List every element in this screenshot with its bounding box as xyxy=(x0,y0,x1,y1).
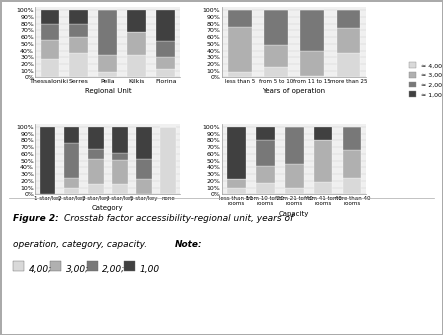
Bar xyxy=(40,23,59,41)
Bar xyxy=(70,10,88,23)
Bar xyxy=(337,53,360,77)
Bar xyxy=(228,72,252,77)
Bar xyxy=(128,31,146,55)
Text: 2,00;: 2,00; xyxy=(102,265,125,274)
Bar xyxy=(342,150,361,178)
Bar xyxy=(227,179,245,188)
X-axis label: Regional Unit: Regional Unit xyxy=(85,88,131,94)
Bar xyxy=(264,67,288,77)
Text: 1,00: 1,00 xyxy=(139,265,159,274)
Bar xyxy=(285,188,303,194)
Bar xyxy=(314,140,332,182)
Bar xyxy=(156,57,175,69)
Text: Figure 2:: Figure 2: xyxy=(13,214,62,223)
Bar xyxy=(256,166,275,183)
Text: operation, category, capacity.: operation, category, capacity. xyxy=(13,240,150,249)
Text: 4,00;: 4,00; xyxy=(29,265,52,274)
Bar xyxy=(227,127,245,179)
Text: 3,00;: 3,00; xyxy=(66,265,89,274)
Bar xyxy=(112,160,128,184)
Bar xyxy=(70,23,88,37)
X-axis label: Capacity: Capacity xyxy=(279,211,309,217)
Bar xyxy=(256,127,275,140)
Bar xyxy=(136,127,152,159)
Bar xyxy=(314,182,332,194)
Bar xyxy=(136,159,152,180)
Bar xyxy=(342,178,361,194)
Bar xyxy=(64,127,79,143)
Bar xyxy=(228,10,252,27)
Bar xyxy=(156,69,175,77)
Bar xyxy=(112,153,128,160)
Bar xyxy=(285,127,303,164)
Text: Crosstab factor accessibility-regional unit, years of: Crosstab factor accessibility-regional u… xyxy=(64,214,293,223)
Bar xyxy=(64,188,79,194)
Bar xyxy=(342,127,361,150)
Bar xyxy=(88,149,104,159)
Bar xyxy=(40,10,59,23)
Bar xyxy=(160,127,176,194)
Bar xyxy=(88,184,104,194)
Bar xyxy=(256,183,275,194)
X-axis label: Category: Category xyxy=(92,205,124,211)
Bar xyxy=(98,55,117,72)
X-axis label: Years of operation: Years of operation xyxy=(263,88,326,94)
Bar xyxy=(88,159,104,184)
Bar xyxy=(40,59,59,77)
Bar xyxy=(300,10,324,51)
Bar xyxy=(40,41,59,59)
Text: Note:: Note: xyxy=(175,240,202,249)
Bar xyxy=(112,184,128,194)
Bar xyxy=(128,55,146,77)
Bar xyxy=(156,41,175,57)
Bar xyxy=(337,27,360,53)
Bar xyxy=(314,127,332,140)
Legend: ≈ 4,00, ≈ 3,00, ≈ 2,00, ≈ 1,00: ≈ 4,00, ≈ 3,00, ≈ 2,00, ≈ 1,00 xyxy=(409,62,443,97)
Bar xyxy=(70,53,88,77)
Bar xyxy=(256,140,275,166)
Bar xyxy=(112,127,128,153)
Bar xyxy=(88,127,104,149)
Bar xyxy=(98,10,117,55)
Bar xyxy=(228,27,252,72)
Bar xyxy=(337,10,360,27)
Bar xyxy=(156,10,175,41)
Bar xyxy=(136,180,152,194)
Bar xyxy=(40,127,55,194)
Bar xyxy=(128,10,146,31)
Bar xyxy=(300,76,324,77)
Bar xyxy=(64,143,79,178)
Bar xyxy=(300,51,324,76)
Bar xyxy=(285,164,303,188)
Bar xyxy=(70,37,88,53)
Bar xyxy=(98,72,117,77)
Bar xyxy=(264,45,288,67)
Bar xyxy=(264,10,288,45)
Bar xyxy=(64,178,79,188)
Bar xyxy=(227,188,245,194)
